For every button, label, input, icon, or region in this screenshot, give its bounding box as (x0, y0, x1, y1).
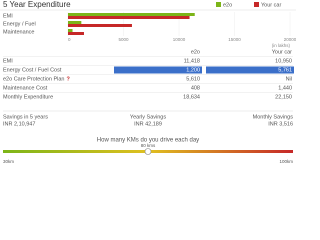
bar (68, 21, 82, 24)
highlight (114, 66, 202, 74)
x-tick-label: 15000 (228, 37, 241, 42)
column-header: Your car (272, 49, 292, 55)
category-label: Maintenance (3, 29, 35, 35)
slider-min: 30km (3, 159, 14, 164)
cell: 1,440 (278, 85, 292, 91)
savings-value: INR 42,189 (134, 121, 162, 127)
cell: 408 (191, 85, 200, 91)
savings-value: INR 3,516 (268, 121, 293, 127)
cell: 5,761 (278, 67, 292, 73)
row-label: Monthly Expenditure (3, 94, 53, 100)
slider-value: 80 kms (141, 143, 156, 148)
x-axis-label: (in lakhs) (272, 43, 291, 48)
row-label: EMI (3, 58, 13, 64)
cell: 1,200 (186, 67, 200, 73)
cell: 22,150 (275, 94, 292, 100)
savings-label: Monthly Savings (253, 114, 294, 120)
slider-max: 100km (279, 159, 293, 164)
x-tick-label: 0 (68, 37, 71, 42)
bar (68, 24, 132, 27)
column-header: e2o (191, 49, 200, 55)
legend-swatch (216, 2, 221, 7)
legend-swatch (254, 2, 259, 7)
title: 5 Year Expenditure (3, 0, 71, 9)
widget: 5 Year Expenditure e2o Your car 0 5000 10000… (0, 0, 296, 164)
x-tick-label: 10000 (173, 37, 186, 42)
x-tick-label: 5000 (118, 37, 129, 42)
slider-question: How many KMs do you drive each day (97, 138, 199, 144)
slider-thumb[interactable] (144, 148, 152, 155)
cell: 11,418 (184, 58, 200, 64)
legend-label: e2o (223, 2, 232, 8)
x-tick-label: 20000 (284, 37, 296, 42)
slider[interactable] (3, 148, 293, 155)
category-label: EMI (3, 13, 13, 19)
help-icon[interactable]: ? (66, 76, 70, 82)
highlight (206, 66, 294, 74)
row-label: Maintenance Cost (3, 85, 48, 91)
bar (68, 29, 73, 32)
savings-value: INR 2,10,947 (3, 121, 35, 127)
savings-label: Yearly Savings (130, 114, 166, 120)
cell: 10,950 (275, 58, 292, 64)
row-label: e2o Care Protection Plan (3, 76, 64, 82)
cell: Nil (286, 76, 292, 82)
cell: 18,634 (183, 94, 200, 100)
savings-label: Savings in 5 years (3, 114, 48, 120)
cell: 5,610 (186, 76, 200, 82)
bar (68, 32, 84, 35)
row-label: Energy Cost / Fuel Cost (3, 67, 62, 73)
bar (68, 13, 195, 16)
category-label: Energy / Fuel (3, 21, 36, 27)
bar (68, 16, 190, 19)
legend-label: Your car (261, 2, 281, 8)
